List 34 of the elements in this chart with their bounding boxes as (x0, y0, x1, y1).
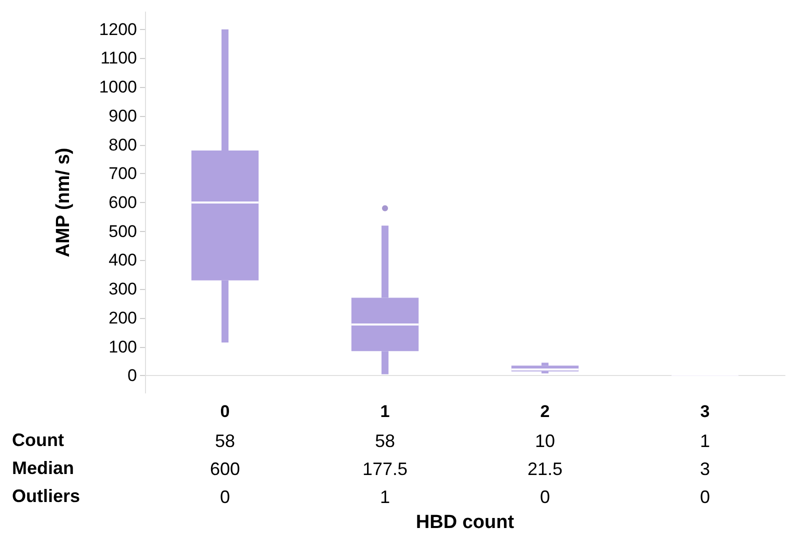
text: 3 (700, 459, 710, 479)
y-tick-label: 1100 (100, 48, 137, 68)
text: 58 (214, 431, 236, 451)
text: 0 (700, 487, 710, 507)
y-tick-label: 200 (108, 308, 137, 328)
y-tick-label: 900 (108, 106, 137, 126)
text: Outliers (12, 486, 80, 506)
text: 600 (210, 459, 240, 479)
text: Median (12, 458, 74, 478)
text: 21.5 (527, 459, 563, 479)
y-tick-label: 0 (128, 366, 137, 386)
text: 177.5 (362, 459, 408, 479)
y-tick-label: 500 (108, 222, 137, 241)
x-tick-label: 3 (700, 402, 710, 421)
text: 1 (700, 431, 710, 451)
text: Count (12, 430, 64, 450)
x-tick-label: 2 (540, 402, 550, 421)
x-tick-label: 1 (380, 402, 390, 421)
y-tick-label: 100 (108, 337, 137, 356)
y-axis-title: AMP (nm/ s) (53, 148, 74, 258)
text: 0 (540, 487, 550, 507)
x-axis-title: HBD count (416, 512, 515, 533)
x-tick-label: 0 (220, 402, 230, 421)
text: 1 (380, 487, 390, 507)
y-tick-label: 300 (108, 280, 137, 299)
y-tick-label: 400 (108, 250, 137, 270)
y-tick-label: 700 (108, 164, 137, 184)
text: 0 (220, 487, 230, 507)
y-tick-label: 600 (108, 193, 137, 212)
y-tick-label: 1200 (99, 20, 137, 39)
text: 10 (534, 431, 556, 451)
text: 58 (374, 431, 396, 451)
y-tick-label: 800 (108, 135, 137, 154)
y-tick-label: 1000 (99, 78, 137, 97)
